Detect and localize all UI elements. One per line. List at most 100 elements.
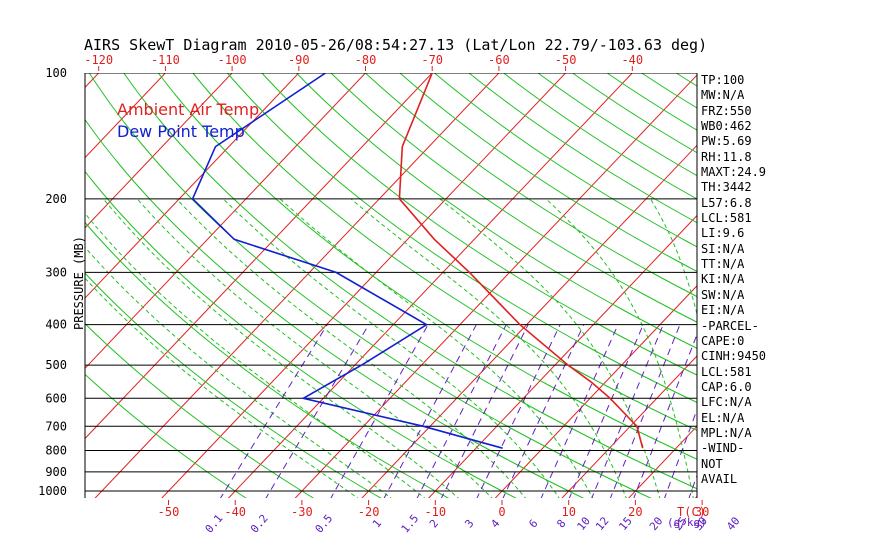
stat-line: MPL:N/A (701, 425, 752, 440)
moist-adiabat-line (85, 246, 392, 498)
dry-adiabat-line (399, 73, 697, 273)
legend-dew-point: Dew Point Temp (117, 122, 245, 141)
mixing-ratio-tick-label: 40 (724, 514, 742, 533)
mixing-ratio-line (219, 324, 328, 498)
pressure-tick-label: 600 (45, 391, 67, 405)
mixing-ratio-line (476, 324, 561, 498)
mixing-ratio-tick-label: 0.5 (313, 512, 336, 536)
moist-adiabat-line (222, 198, 560, 498)
chart-title: AIRS SkewT Diagram 2010-05-26/08:54:27.1… (84, 36, 708, 54)
dry-adiabat-line (502, 73, 697, 200)
mixing-ratio-tick-label: 0.2 (248, 512, 271, 536)
stat-line: LCL:581 (701, 364, 752, 379)
top-temp-tick-label: -60 (488, 53, 510, 67)
dry-adiabat-line (85, 373, 247, 498)
moist-adiabat-line (350, 198, 627, 498)
stat-line: FRZ:550 (701, 103, 752, 118)
moist-adiabat-line (439, 198, 661, 498)
dry-adiabat-line (88, 73, 652, 498)
top-temp-tick-label: -120 (84, 53, 113, 67)
moist-adiabat-line (279, 198, 594, 498)
pressure-tick-label: 1000 (38, 484, 67, 498)
moist-adiabat-line (176, 198, 527, 498)
stat-line: NOT (701, 456, 723, 471)
isotherm-line (294, 74, 697, 498)
dry-adiabat-line (123, 73, 697, 490)
moist-adiabat-line (85, 277, 359, 498)
mixing-ratio-line (591, 324, 664, 498)
plot-area (0, 64, 697, 500)
bottom-temp-tick-label: 20 (628, 505, 642, 519)
pressure-tick-label: 200 (45, 192, 67, 206)
pressure-tick-label: 900 (45, 465, 67, 479)
top-temp-tick-label: -70 (421, 53, 443, 67)
moist-adiabat-line (545, 198, 694, 498)
isotherm-line (428, 214, 697, 498)
dry-adiabat-line (571, 73, 697, 154)
mixing-ratio-line (540, 324, 619, 498)
mixing-ratio-tick-label: 0.1 (203, 512, 226, 536)
bottom-axis-label: T(C) (677, 505, 706, 519)
dry-adiabat-line (85, 118, 585, 498)
pressure-tick-label: 500 (45, 358, 67, 372)
moist-adiabat-line (85, 212, 426, 498)
air-temp-line (398, 73, 644, 449)
isotherm-line (85, 73, 233, 229)
isotherm-line (161, 73, 567, 498)
mixing-ratio-line (416, 324, 507, 498)
dry-adiabat-line (192, 73, 697, 432)
mixing-ratio-tick-label: 6 (526, 517, 540, 530)
mixing-ratio-line (633, 333, 697, 498)
y-axis-label: PRESSURE (MB) (72, 236, 86, 330)
pressure-tick-label: 300 (45, 265, 67, 279)
isotherm-line (628, 425, 697, 498)
stat-line: CINH:9450 (701, 349, 767, 364)
stat-line: KI:N/A (701, 272, 745, 287)
isotherm-line (85, 73, 300, 299)
mixing-ratio-tick-label: 12 (593, 514, 611, 533)
bottom-temp-tick-label: 10 (561, 505, 575, 519)
bottom-temp-tick-label: -50 (158, 505, 180, 519)
dry-adiabat-line (261, 73, 697, 376)
bottom-temp-tick-label: -40 (224, 505, 246, 519)
stat-line: -PARCEL- (701, 318, 759, 333)
dry-adiabat-line (330, 73, 697, 323)
isotherm-line (94, 73, 500, 498)
stat-line: PW:5.69 (701, 134, 752, 149)
stat-line: SI:N/A (701, 241, 745, 256)
dry-adiabat-line (364, 73, 697, 298)
stat-line: WB0:462 (701, 119, 752, 134)
bottom-temp-tick-label: -10 (424, 505, 446, 519)
mixing-ratio-line (383, 324, 477, 498)
dry-adiabat-line (85, 170, 517, 498)
bottom-temp-tick-label: -20 (358, 505, 380, 519)
stat-line: AVAIL (701, 471, 738, 486)
stat-line: TT:N/A (701, 257, 745, 272)
dew-point-line (191, 73, 503, 449)
bottom-temp-tick-label: -30 (291, 505, 313, 519)
mixing-ratio-tick-label: 1 (370, 517, 384, 530)
stat-line: RH:11.8 (701, 149, 752, 164)
stat-line: L57:6.8 (701, 195, 752, 210)
mixing-ratio-line (440, 324, 529, 498)
pressure-tick-label: 700 (45, 419, 67, 433)
isotherm-line (227, 73, 633, 498)
stat-line: MW:N/A (701, 88, 745, 103)
dry-adiabat-line (157, 73, 697, 460)
mixing-ratio-tick-label: 20 (647, 514, 665, 533)
stat-line: LI:9.6 (701, 226, 745, 241)
pressure-tick-label: 800 (45, 443, 67, 457)
isotherm-line (85, 73, 367, 370)
mixing-ratio-tick-label: 2 (427, 517, 441, 530)
isotherm-line (0, 64, 41, 500)
mixing-ratio-unit-label: (g/kg) (667, 516, 707, 529)
dry-adiabat-line (85, 272, 382, 498)
dry-adiabat-line (537, 73, 697, 177)
stat-line: EL:N/A (701, 410, 745, 425)
bottom-temp-tick-label: 30 (695, 505, 709, 519)
mixing-ratio-line (502, 324, 585, 498)
legend-air-temp: Ambient Air Temp (117, 100, 260, 119)
mixing-ratio-tick-label: 10 (574, 514, 592, 533)
stat-line: EI:N/A (701, 303, 745, 318)
stat-line: LCL:581 (701, 211, 752, 226)
